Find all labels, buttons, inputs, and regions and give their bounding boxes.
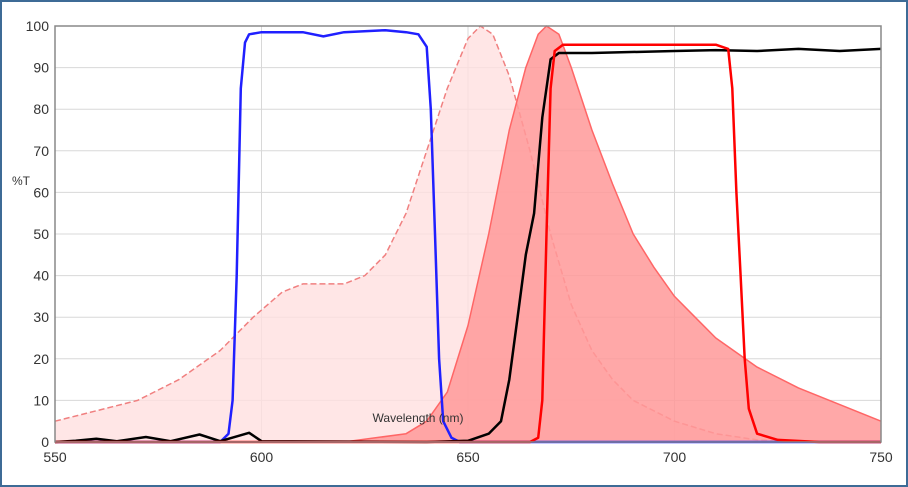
y-tick-label: 20 bbox=[33, 351, 49, 367]
filled-spectrum-area bbox=[344, 25, 882, 443]
x-tick-label: 550 bbox=[43, 449, 67, 465]
y-axis-title: %T bbox=[12, 174, 31, 188]
y-tick-label: 50 bbox=[33, 226, 49, 242]
x-tick-label: 750 bbox=[869, 449, 893, 465]
y-tick-labels: 0 10 20 30 40 50 60 70 80 90 100 bbox=[26, 18, 50, 450]
red-filter-curve bbox=[55, 43, 881, 444]
y-tick-label: 80 bbox=[33, 101, 49, 117]
x-tick-label: 650 bbox=[456, 449, 480, 465]
blue-filter-curve bbox=[55, 28, 881, 444]
y-tick-label: 100 bbox=[26, 18, 50, 34]
black-filter-curve bbox=[54, 47, 882, 444]
y-tick-label: 10 bbox=[33, 392, 49, 408]
plot-border bbox=[54, 25, 882, 443]
filled-spectrum-area-fill bbox=[344, 26, 882, 442]
x-tick-label: 600 bbox=[250, 449, 274, 465]
y-tick-label: 60 bbox=[33, 184, 49, 200]
y-tick-label: 0 bbox=[41, 434, 49, 450]
y-tick-label: 40 bbox=[33, 268, 49, 284]
series-layer bbox=[54, 25, 882, 444]
y-tick-label: 30 bbox=[33, 309, 49, 325]
dashed-spectrum-area bbox=[54, 25, 799, 443]
x-axis-title: Wavelength (nm) bbox=[373, 411, 464, 425]
y-tick-label: 90 bbox=[33, 60, 49, 76]
x-tick-label: 700 bbox=[663, 449, 687, 465]
dashed-spectrum-area-fill bbox=[55, 26, 799, 442]
x-tick-labels: 550 600 650 700 750 bbox=[43, 449, 893, 465]
y-tick-label: 70 bbox=[33, 143, 49, 159]
